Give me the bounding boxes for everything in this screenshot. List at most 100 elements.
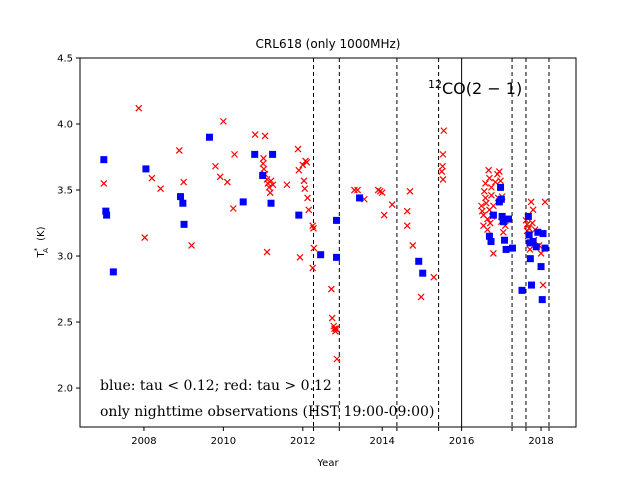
red-x-point <box>231 150 238 158</box>
red-x-point <box>333 355 341 363</box>
red-x-point <box>310 224 317 232</box>
x-axis-ticks: 2008 2010 2012 2014 2016 2018 <box>131 427 554 447</box>
red-x-point <box>157 185 165 193</box>
blue-square-point <box>497 183 505 191</box>
red-x-point <box>299 161 307 169</box>
y-tick-label: 2.0 <box>57 384 73 395</box>
tau-note: blue: tau < 0.12; red: tau > 0.12 <box>100 378 332 394</box>
red-x-point <box>148 174 156 182</box>
y-axis-label: T*A (K) <box>33 226 50 258</box>
red-x-point <box>269 181 277 189</box>
blue-square-point <box>295 211 303 219</box>
red-x-point <box>388 201 396 208</box>
red-x-point <box>251 131 259 138</box>
line-label-annotation: 12CO(2 − 1) <box>428 78 522 98</box>
red-x-point <box>300 177 308 185</box>
red-x-point <box>409 242 417 249</box>
red-x-point <box>180 178 188 186</box>
y-tick-label: 3.5 <box>57 186 73 197</box>
red-x-point <box>266 189 274 197</box>
x-tick-label: 2014 <box>369 436 394 447</box>
blue-square-point <box>267 199 275 207</box>
red-x-point <box>523 220 531 228</box>
x-tick-label: 2018 <box>528 436 553 447</box>
blue-square-point <box>102 207 110 215</box>
red-x-point <box>430 273 438 281</box>
red-x-point <box>260 154 267 162</box>
red-x-point <box>267 177 275 185</box>
red-x-point <box>482 179 489 187</box>
blue-square-point <box>538 296 546 304</box>
red-x-point <box>305 206 313 214</box>
red-x-point <box>259 160 267 168</box>
red-x-point <box>265 183 273 191</box>
x-tick-label: 2012 <box>290 436 315 447</box>
blue-square-point <box>504 215 512 223</box>
red-x-point <box>484 226 491 234</box>
red-x-point <box>480 187 488 195</box>
red-x-point <box>406 187 414 195</box>
blue-square-point <box>251 150 259 158</box>
red-x-point <box>219 117 227 125</box>
blue-square-point <box>508 244 516 252</box>
red-x-point <box>380 211 388 219</box>
red-x-point <box>438 168 446 175</box>
blue-square-point <box>499 218 507 226</box>
red-x-point <box>439 162 446 170</box>
red-x-point <box>486 174 493 182</box>
red-x-point <box>332 325 340 333</box>
blue-square-point <box>485 232 493 240</box>
red-x-point <box>295 166 303 174</box>
red-x-point <box>260 165 268 173</box>
red-x-point <box>478 207 486 215</box>
blue-square-point <box>269 150 277 158</box>
red-x-point <box>499 228 507 236</box>
red-x-point <box>482 194 489 202</box>
red-x-point <box>478 202 485 210</box>
red-x-point <box>175 146 183 154</box>
blue-square-point <box>518 286 526 294</box>
svg-text:T*A (K): T*A (K) <box>33 226 50 258</box>
red-x-point <box>485 166 493 174</box>
red-x-point <box>403 222 411 230</box>
blue-square-point <box>489 211 497 219</box>
blue-square-point <box>259 171 267 179</box>
red-x-point <box>301 185 309 193</box>
blue-square-point <box>356 194 364 202</box>
red-x-point <box>482 199 490 207</box>
y-tick-label: 2.5 <box>57 318 73 329</box>
blue-square-point <box>498 212 506 220</box>
red-x-point <box>310 244 318 252</box>
blue-series-group <box>100 133 549 304</box>
red-x-point <box>309 264 317 272</box>
red-x-point <box>141 234 149 241</box>
x-tick-label: 2016 <box>449 436 474 447</box>
red-x-point <box>487 191 495 199</box>
red-x-point <box>211 162 219 170</box>
red-x-point <box>486 219 494 227</box>
blue-square-point <box>539 230 547 238</box>
vertical-lines-group <box>313 58 550 427</box>
x-tick-label: 2010 <box>211 436 236 447</box>
red-x-point <box>527 198 535 206</box>
red-x-point <box>328 314 336 322</box>
blue-square-point <box>487 238 495 246</box>
transition-label: CO(2 − 1) <box>442 79 522 98</box>
red-x-point <box>539 281 547 289</box>
blue-square-point <box>180 220 188 228</box>
red-x-point <box>350 186 358 194</box>
blue-square-point <box>497 195 505 203</box>
blue-square-point <box>532 243 540 251</box>
chart-title: CRL618 (only 1000MHz) <box>256 37 401 51</box>
blue-square-point <box>239 198 247 206</box>
plot-frame <box>79 57 577 428</box>
blue-square-point <box>103 211 111 219</box>
red-x-point <box>100 179 108 187</box>
red-x-point <box>439 150 447 158</box>
blue-square-point <box>419 269 427 277</box>
red-x-point <box>304 194 311 202</box>
nighttime-note: only nighttime observations (HST 19:00-0… <box>100 404 434 420</box>
blue-square-point <box>526 255 534 263</box>
red-x-point <box>495 168 503 175</box>
red-x-point <box>261 132 269 140</box>
